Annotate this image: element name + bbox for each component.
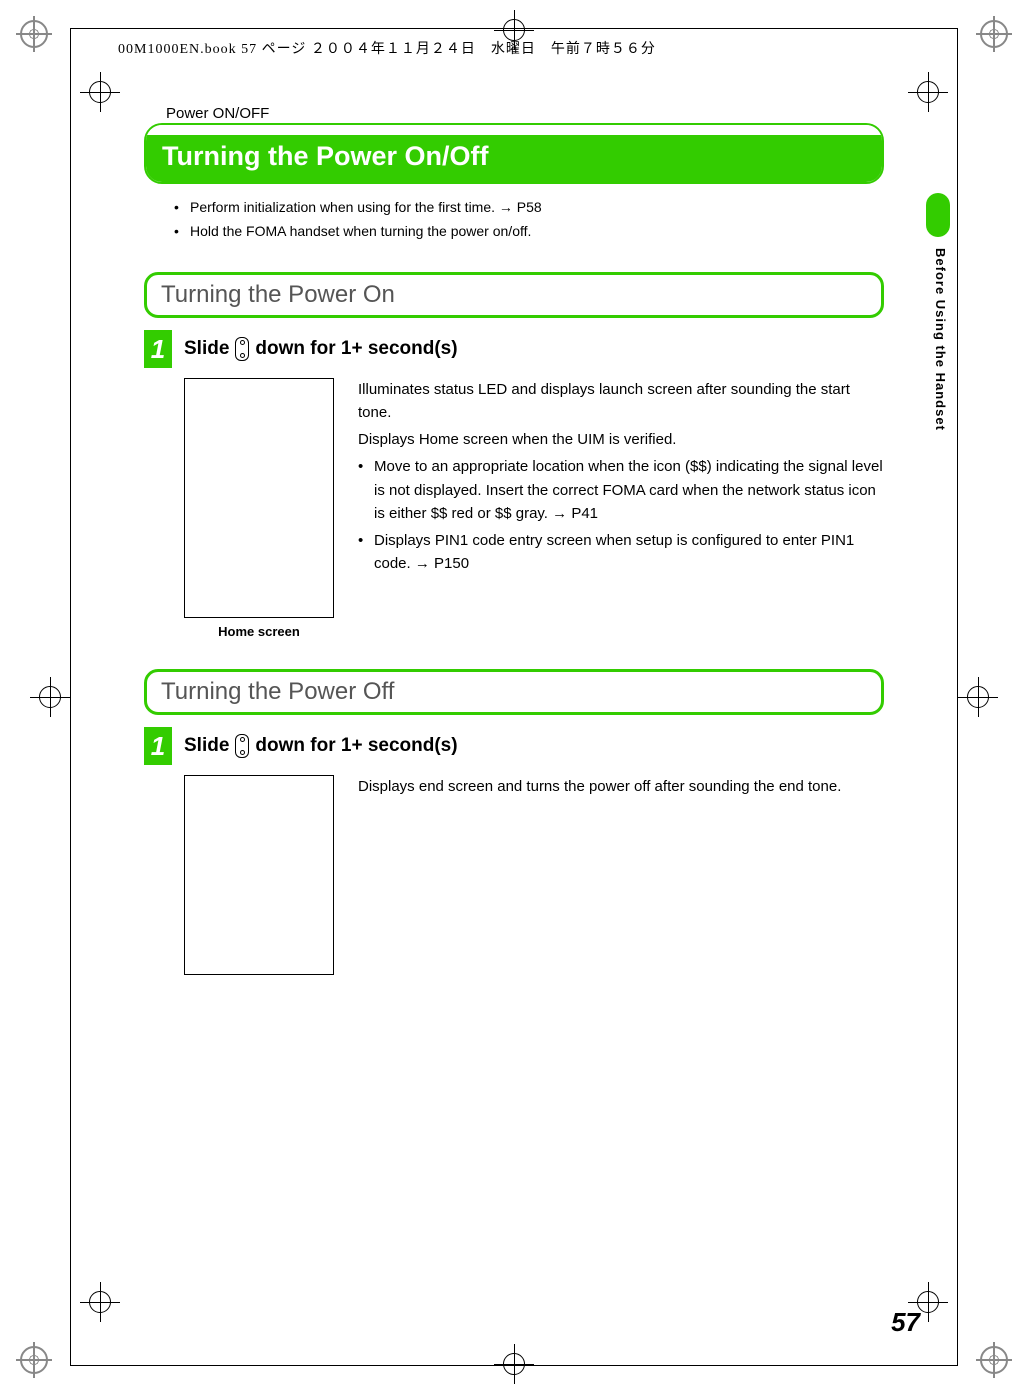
registration-mark-icon [980, 20, 1008, 48]
registration-mark-icon [20, 20, 48, 48]
screen-illustration [184, 775, 334, 975]
main-title-box: Turning the Power On/Off [144, 123, 884, 184]
step-row: 1 Slide down for 1+ second(s) [144, 330, 884, 368]
corner-crosshair-icon [80, 72, 120, 112]
end-screen-rect [184, 775, 334, 975]
step-row: 1 Slide down for 1+ second(s) [144, 727, 884, 765]
corner-crosshair-icon [908, 72, 948, 112]
desc-para: Displays end screen and turns the power … [358, 775, 884, 798]
screen-caption: Home screen [184, 624, 334, 639]
power-switch-icon [235, 337, 249, 361]
step-text-after: down for 1+ second(s) [255, 330, 457, 368]
step-text-before: Slide [184, 727, 229, 765]
power-switch-icon [235, 734, 249, 758]
desc-bullet: Move to an appropriate location when the… [358, 455, 884, 525]
side-chapter-label: Before Using the Handset [933, 248, 948, 431]
step-description: Displays end screen and turns the power … [358, 775, 884, 975]
step-instruction: Slide down for 1+ second(s) [184, 727, 458, 765]
crop-crosshair-icon [30, 677, 70, 717]
registration-mark-icon [20, 1346, 48, 1374]
step-text-before: Slide [184, 330, 229, 368]
desc-bullet: Displays PIN1 code entry screen when set… [358, 529, 884, 576]
section-label: Power ON/OFF [162, 105, 273, 122]
step-instruction: Slide down for 1+ second(s) [184, 330, 458, 368]
step-number: 1 [144, 330, 172, 368]
step-body: Home screen Illuminates status LED and d… [184, 378, 884, 639]
subtitle-power-off: Turning the Power Off [144, 669, 884, 715]
side-tab [926, 193, 950, 237]
subtitle-power-on: Turning the Power On [144, 272, 884, 318]
desc-para: Illuminates status LED and displays laun… [358, 378, 884, 425]
page-number: 57 [891, 1307, 920, 1338]
step-text-after: down for 1+ second(s) [255, 727, 457, 765]
step-number: 1 [144, 727, 172, 765]
screen-illustration: Home screen [184, 378, 334, 639]
intro-bullet: Perform initialization when using for th… [174, 196, 884, 220]
registration-mark-icon [980, 1346, 1008, 1374]
intro-bullet: Hold the FOMA handset when turning the p… [174, 220, 884, 244]
step-body: Displays end screen and turns the power … [184, 775, 884, 975]
main-title: Turning the Power On/Off [146, 135, 882, 182]
print-header-text: 00M1000EN.book 57 ページ ２００４年１１月２４日 水曜日 午前… [118, 38, 656, 58]
step-description: Illuminates status LED and displays laun… [358, 378, 884, 639]
corner-crosshair-icon [80, 1282, 120, 1322]
page-content: Power ON/OFF Turning the Power On/Off Pe… [144, 105, 884, 1005]
home-screen-rect [184, 378, 334, 618]
crop-crosshair-icon [958, 677, 998, 717]
crop-crosshair-icon [494, 1344, 534, 1384]
desc-para: Displays Home screen when the UIM is ver… [358, 428, 884, 451]
intro-bullets: Perform initialization when using for th… [174, 196, 884, 244]
